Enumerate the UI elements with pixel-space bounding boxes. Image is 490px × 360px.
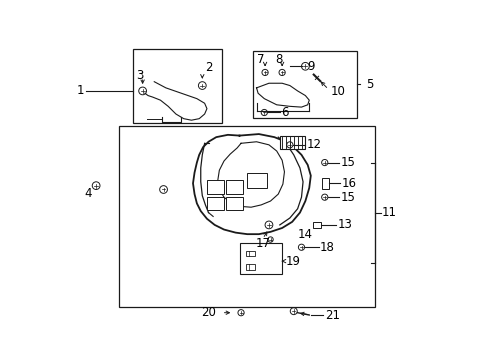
Bar bbox=[240, 243, 282, 274]
Bar bbox=[247, 172, 267, 188]
Bar bbox=[133, 49, 221, 122]
Bar bbox=[207, 180, 224, 194]
Bar bbox=[225, 197, 243, 210]
Text: 7: 7 bbox=[257, 53, 265, 66]
Text: 11: 11 bbox=[381, 206, 396, 219]
Bar bbox=[245, 264, 255, 270]
Text: 18: 18 bbox=[320, 241, 335, 254]
Text: 10: 10 bbox=[331, 85, 346, 98]
Bar bbox=[321, 178, 329, 189]
Text: 21: 21 bbox=[325, 309, 340, 321]
Text: 15: 15 bbox=[340, 156, 355, 169]
Bar bbox=[280, 136, 305, 149]
Text: 3: 3 bbox=[136, 69, 143, 82]
Text: 16: 16 bbox=[342, 177, 357, 190]
Text: 6: 6 bbox=[281, 106, 289, 119]
Text: 14: 14 bbox=[297, 228, 313, 240]
Bar bbox=[313, 222, 321, 228]
Bar bbox=[253, 51, 357, 118]
Text: 5: 5 bbox=[366, 77, 373, 90]
Bar bbox=[225, 180, 243, 194]
Bar bbox=[245, 251, 255, 256]
Text: 17: 17 bbox=[255, 237, 270, 250]
Text: 8: 8 bbox=[275, 53, 283, 66]
Bar bbox=[120, 126, 375, 307]
Bar bbox=[207, 197, 224, 210]
Text: 2: 2 bbox=[205, 60, 212, 73]
Text: 15: 15 bbox=[340, 191, 355, 204]
Text: 1: 1 bbox=[77, 85, 84, 98]
Text: 9: 9 bbox=[308, 60, 315, 73]
Text: 4: 4 bbox=[85, 187, 92, 200]
Text: 19: 19 bbox=[286, 255, 301, 267]
Text: 13: 13 bbox=[338, 219, 353, 231]
Text: 20: 20 bbox=[201, 306, 216, 319]
Text: 12: 12 bbox=[307, 138, 322, 151]
